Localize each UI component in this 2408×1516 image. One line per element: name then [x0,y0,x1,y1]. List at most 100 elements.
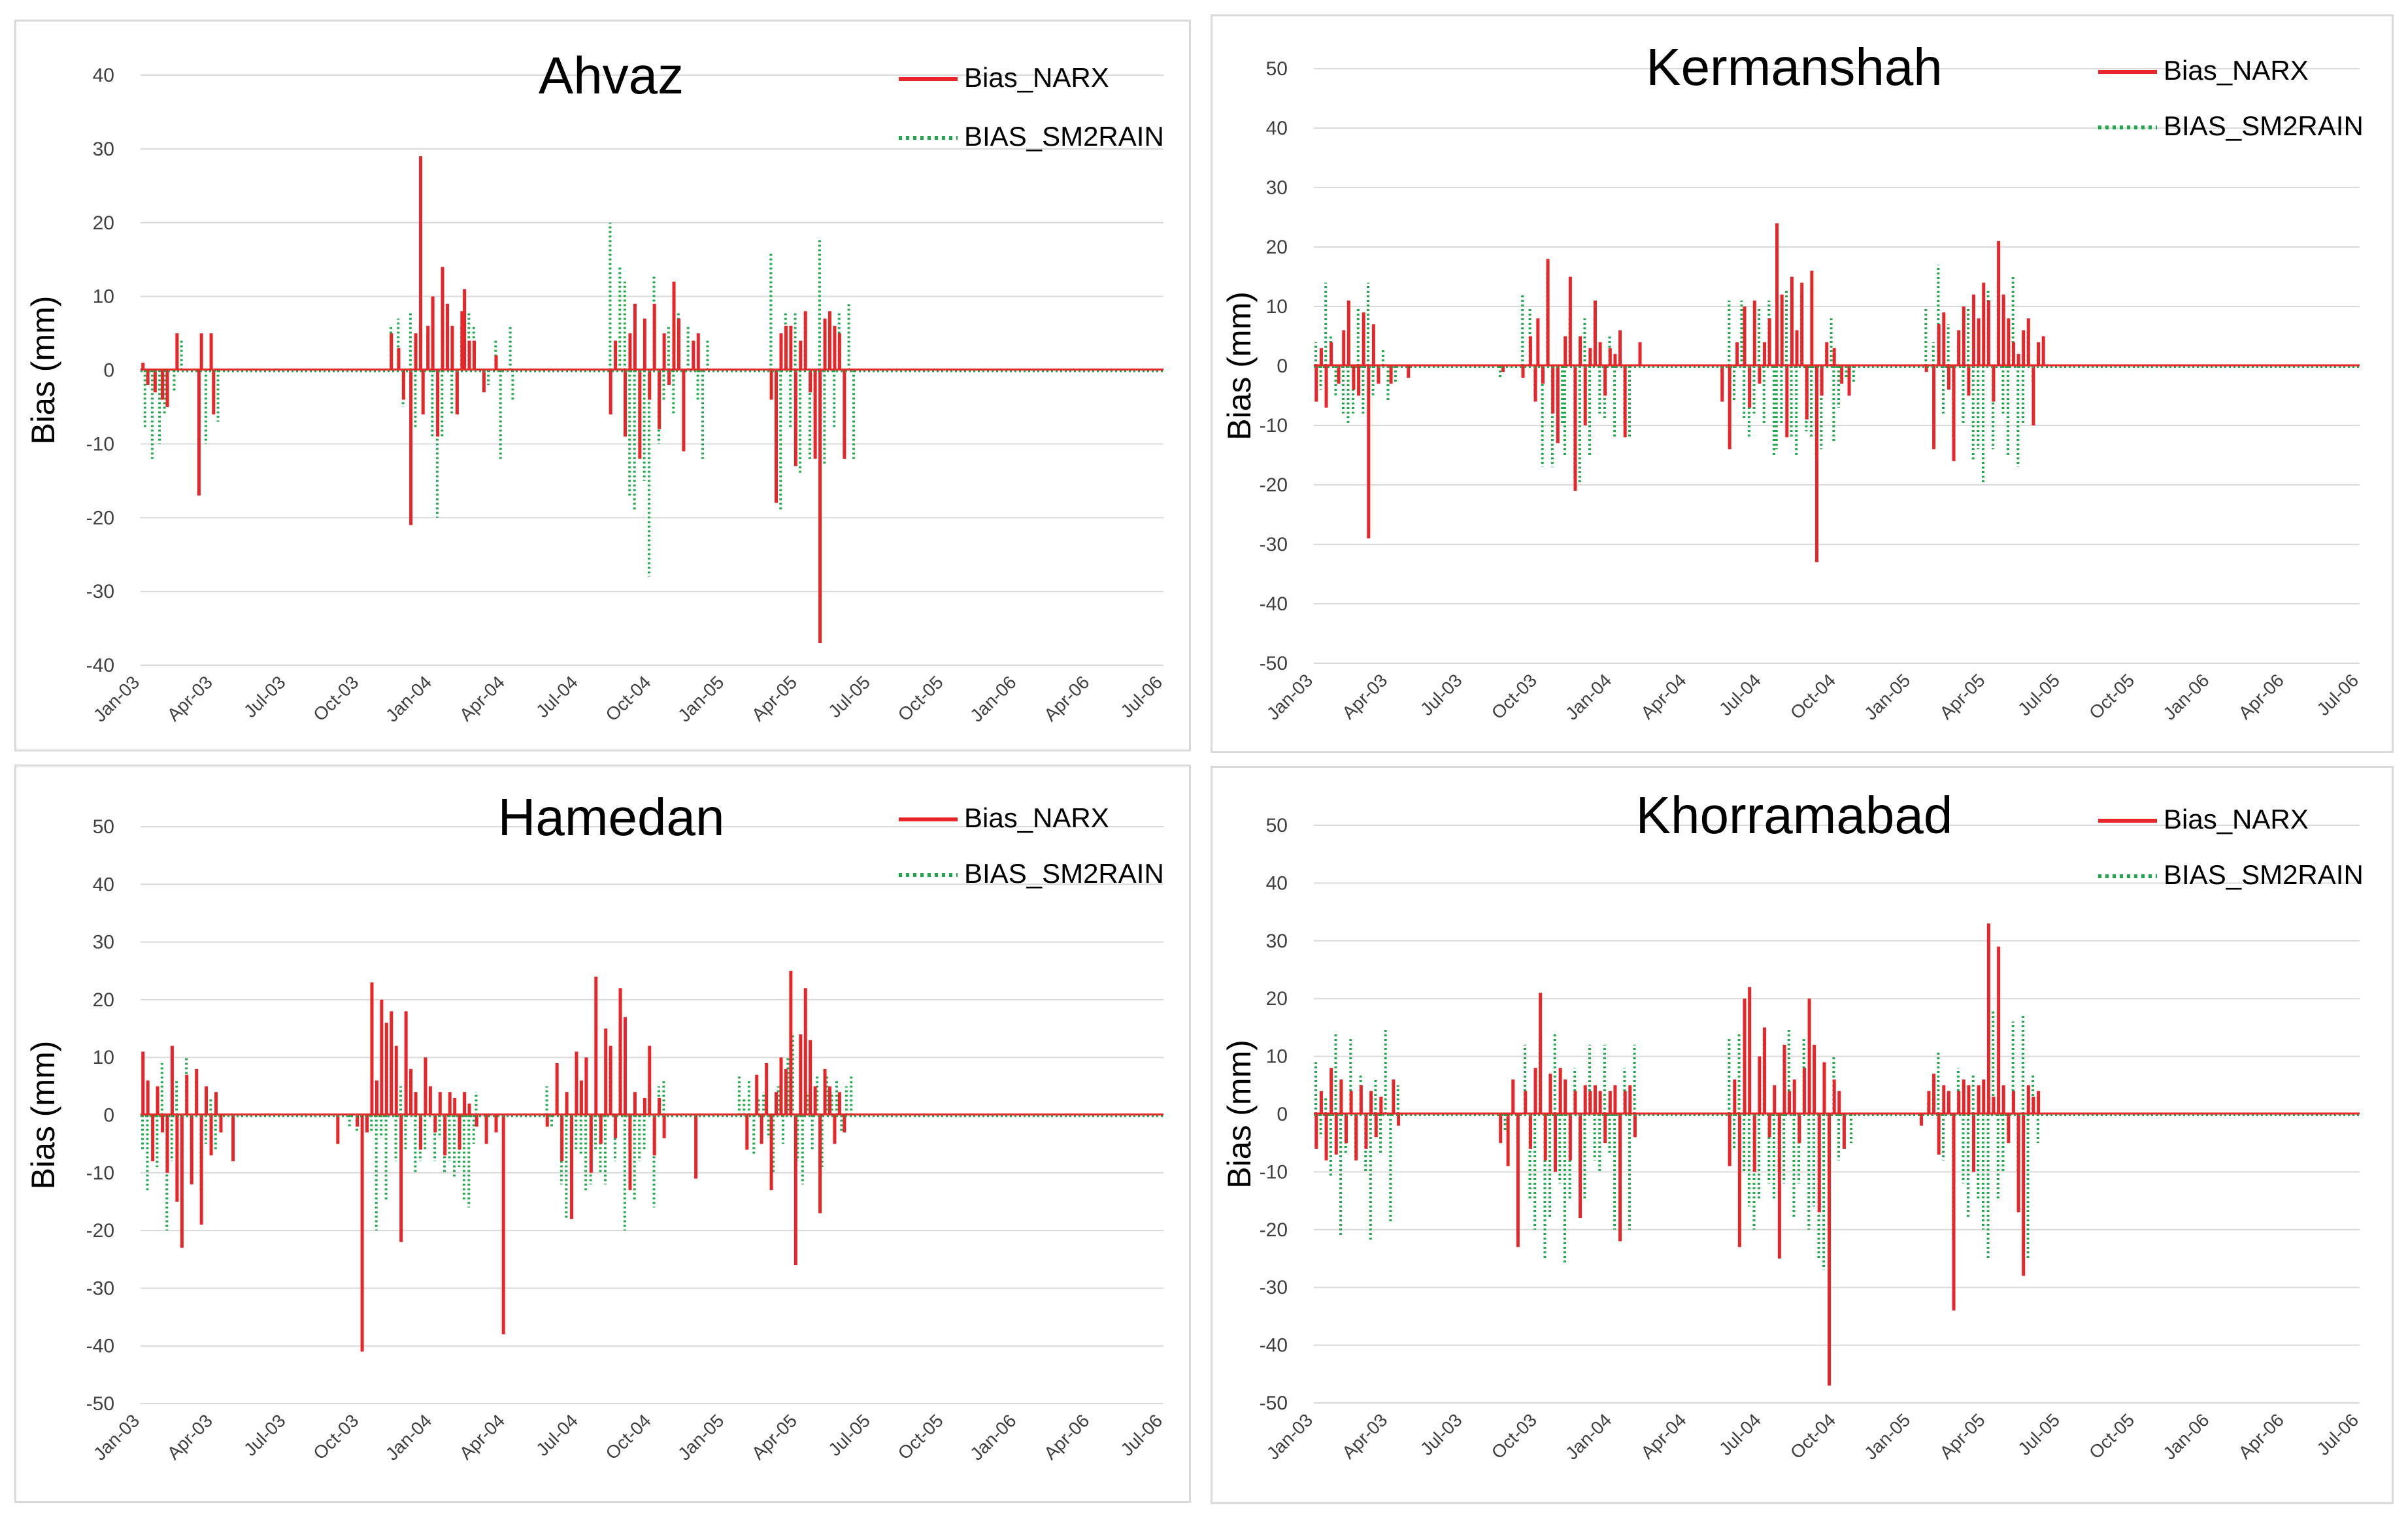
x-tick-label: Jan-04 [1562,1409,1615,1463]
y-axis-label: Bias (mm) [1221,1040,1258,1189]
y-tick-label: 40 [93,874,114,895]
y-tick-label: 30 [1266,177,1288,199]
y-tick-label: -20 [1260,1219,1288,1241]
x-tick-label: Apr-06 [2235,670,2288,723]
x-tick-label: Apr-04 [456,1410,509,1463]
x-tick-label: Jul-04 [1715,1409,1765,1459]
y-tick-label: 50 [1266,815,1288,836]
x-tick-label: Jul-06 [2313,1409,2362,1459]
y-tick-label: -30 [86,581,114,602]
y-tick-label: 40 [93,65,114,86]
y-tick-label: -20 [86,507,114,529]
x-tick-label: Jul-05 [824,672,874,721]
x-tick-label: Apr-06 [1040,1410,1093,1463]
x-tick-label: Jan-03 [90,672,143,725]
y-tick-label: -20 [86,1220,114,1242]
x-tick-label: Oct-03 [1488,670,1541,723]
x-tick-label: Apr-03 [163,1410,216,1463]
y-tick-label: -30 [86,1277,114,1299]
x-tick-label: Oct-04 [601,672,654,725]
y-tick-label: 40 [1266,872,1288,894]
x-tick-label: Jan-04 [382,672,435,725]
y-tick-label: -10 [86,1162,114,1184]
y-tick-label: -40 [1260,593,1288,615]
x-tick-label: Jan-05 [674,672,727,725]
chart-panel-ahvaz: 40 30 20 10 0 -10 -20 -30 -40 Jan-03 Apr-03 Jul-03 O… [14,20,1191,751]
chart-panel-kermanshah: 50 40 30 20 10 0 -10 -20 -30 -40 -50 Jan-03 Apr-03 Ju… [1211,14,2394,753]
x-tick-label: Oct-05 [894,672,947,725]
x-tick-label: Apr-04 [1637,670,1690,723]
y-tick-label: 10 [93,1047,114,1068]
x-tick-label: Jul-03 [1416,1409,1466,1459]
x-tick-label: Jan-06 [966,672,1020,725]
x-tick-label: Jul-04 [532,672,582,721]
y-axis-label: Bias (mm) [25,1041,61,1190]
x-tick-label: Apr-04 [456,672,509,725]
x-tick-label: Jul-06 [2313,670,2362,719]
x-tick-label: Apr-03 [163,672,216,725]
chart-title-khorramabad: Khorramabad [1636,786,1953,844]
y-axis-label: Bias (mm) [1221,291,1258,440]
y-tick-label: 30 [93,932,114,953]
x-tick-label: Apr-03 [1338,670,1391,723]
y-tick-label: -40 [86,1336,114,1357]
x-tick-label: Jul-03 [240,672,290,721]
x-tick-label: Jul-05 [824,1410,874,1460]
y-tick-label: -20 [1260,474,1288,496]
legend-label-sm2rain: BIAS_SM2RAIN [964,121,1164,152]
x-tick-label: Jan-06 [2159,670,2213,723]
y-tick-label: -10 [86,433,114,455]
x-tick-label: Jan-03 [1263,670,1316,723]
y-tick-label: -40 [86,655,114,676]
y-tick-label: 50 [93,816,114,838]
x-tick-label: Jan-05 [1860,1409,1914,1463]
x-tick-label: Jan-05 [1860,670,1914,723]
legend-label-narx: Bias_NARX [964,802,1109,833]
x-tick-label: Jul-03 [240,1410,290,1460]
x-tick-label: Oct-05 [894,1410,947,1463]
y-tick-label: 20 [1266,988,1288,1010]
x-tick-label: Jul-06 [1116,672,1166,721]
y-tick-label: 20 [93,989,114,1011]
y-tick-label: 0 [103,1105,114,1127]
y-tick-label: 20 [93,212,114,234]
y-tick-label: -50 [1260,1392,1288,1414]
y-tick-label: 50 [1266,58,1288,80]
legend-label-narx: Bias_NARX [2164,804,2309,834]
y-tick-label: 40 [1266,118,1288,139]
x-tick-label: Jan-06 [966,1410,1020,1464]
x-tick-label: Jan-06 [2159,1409,2213,1463]
y-tick-label: 20 [1266,237,1288,258]
y-tick-label: -10 [1260,415,1288,437]
x-tick-label: Jul-03 [1416,670,1466,719]
x-tick-label: Oct-05 [2085,670,2138,723]
x-tick-label: Apr-05 [1935,670,1988,723]
x-tick-label: Jul-05 [2014,1409,2064,1459]
x-tick-label: Oct-03 [309,1410,362,1463]
x-tick-label: Apr-05 [1935,1409,1988,1462]
y-tick-label: 30 [1266,931,1288,952]
y-tick-label: 30 [93,139,114,160]
y-axis-label: Bias (mm) [25,296,61,445]
x-tick-label: Jan-05 [674,1410,727,1464]
x-tick-label: Jul-06 [1116,1410,1166,1460]
x-tick-label: Apr-03 [1338,1409,1391,1462]
chart-title-kermanshah: Kermanshah [1646,38,1943,96]
x-tick-label: Oct-04 [1786,1409,1839,1462]
x-tick-label: Jul-04 [532,1410,582,1460]
x-tick-label: Apr-04 [1637,1409,1690,1462]
y-tick-label: -30 [1260,1277,1288,1298]
x-tick-label: Jan-04 [382,1410,435,1464]
legend-label-narx: Bias_NARX [2164,55,2309,86]
x-tick-label: Jan-03 [1263,1409,1316,1463]
y-tick-label: -30 [1260,534,1288,555]
x-tick-label: Oct-03 [1488,1409,1541,1462]
x-tick-label: Apr-06 [1040,672,1093,725]
chart-panel-khorramabad: 50 40 30 20 10 0 -10 -20 -30 -40 -50 Jan-03 Apr-03 Ju… [1211,766,2394,1504]
legend-label-sm2rain: BIAS_SM2RAIN [964,858,1164,889]
x-tick-label: Oct-05 [2085,1409,2138,1462]
